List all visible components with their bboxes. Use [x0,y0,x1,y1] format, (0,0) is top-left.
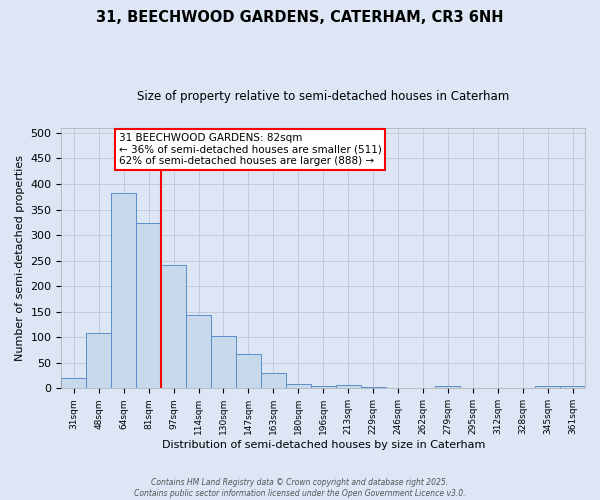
Text: 31 BEECHWOOD GARDENS: 82sqm
← 36% of semi-detached houses are smaller (511)
62% : 31 BEECHWOOD GARDENS: 82sqm ← 36% of sem… [119,133,382,166]
Bar [261,373,286,388]
Text: 31, BEECHWOOD GARDENS, CATERHAM, CR3 6NH: 31, BEECHWOOD GARDENS, CATERHAM, CR3 6NH [96,10,504,25]
Bar [286,384,311,388]
Bar [211,336,236,388]
Bar [136,224,161,388]
Bar [436,386,460,388]
Bar [560,386,585,388]
Y-axis label: Number of semi-detached properties: Number of semi-detached properties [15,155,25,361]
Bar [236,354,261,388]
Text: Contains HM Land Registry data © Crown copyright and database right 2025.
Contai: Contains HM Land Registry data © Crown c… [134,478,466,498]
Bar [535,386,560,388]
X-axis label: Distribution of semi-detached houses by size in Caterham: Distribution of semi-detached houses by … [161,440,485,450]
Title: Size of property relative to semi-detached houses in Caterham: Size of property relative to semi-detach… [137,90,509,103]
Bar [186,315,211,388]
Bar [61,378,86,388]
Bar [311,386,335,388]
Bar [335,386,361,388]
Bar [111,192,136,388]
Bar [161,265,186,388]
Bar [86,333,111,388]
